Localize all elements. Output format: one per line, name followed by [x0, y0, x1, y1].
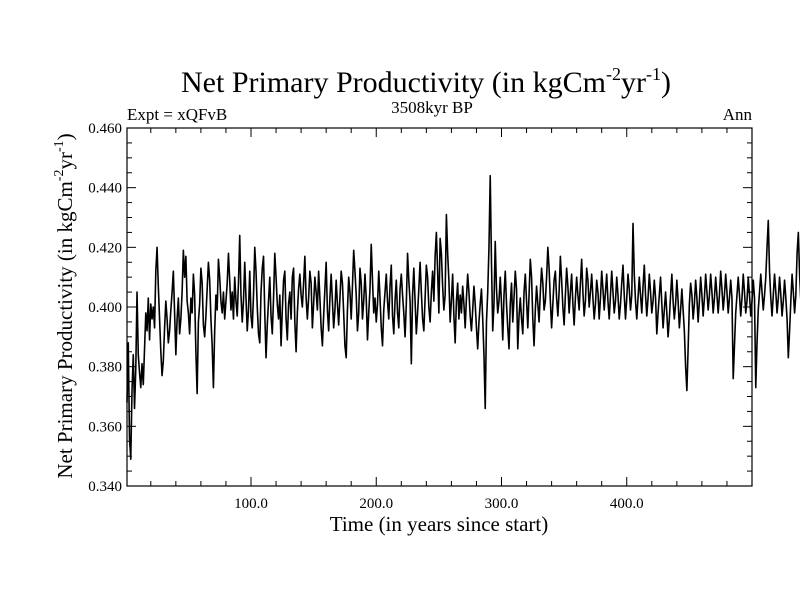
- y-tick-label: 0.400: [88, 300, 122, 316]
- y-tick-label: 0.420: [88, 240, 122, 256]
- x-tick-label: 200.0: [359, 496, 393, 512]
- npp-series-line: [126, 174, 800, 460]
- experiment-label: Expt = xQFvB: [127, 105, 227, 124]
- chart-title: Net Primary Productivity (in kgCm-2yr-1): [181, 64, 671, 99]
- x-tick-label: 300.0: [485, 496, 519, 512]
- y-tick-label: 0.340: [88, 479, 122, 495]
- x-axis-title: Time (in years since start): [330, 512, 549, 536]
- y-tick-label: 0.360: [88, 419, 122, 435]
- x-tick-label: 100.0: [234, 496, 268, 512]
- y-tick-label: 0.380: [88, 360, 122, 376]
- season-label: Ann: [723, 105, 753, 124]
- x-tick-label: 400.0: [610, 496, 644, 512]
- y-tick-label: 0.440: [88, 181, 122, 197]
- plot-frame: [126, 127, 753, 487]
- period-label: 3508kyr BP: [391, 98, 473, 117]
- axes: 100.0 200.0 300.0 400.0 0.340 0.360 0.380 0.400…: [88, 121, 752, 512]
- y-tick-label: 0.460: [88, 121, 122, 137]
- y-axis-title: Net Primary Productivity (in kgCm-2yr-1): [52, 133, 77, 478]
